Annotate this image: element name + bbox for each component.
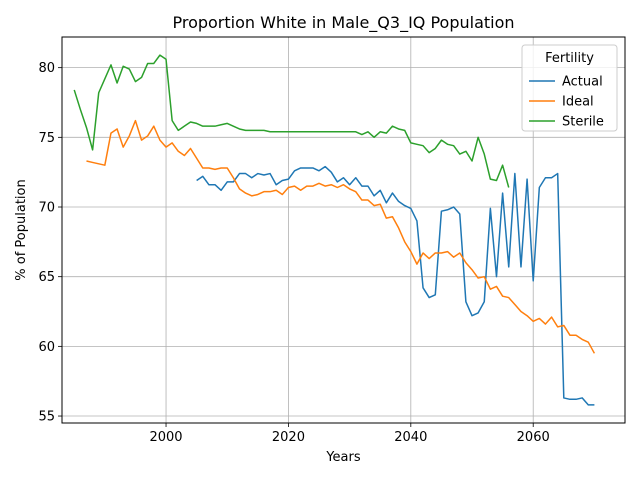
legend-label-actual: Actual: [562, 75, 603, 90]
x-tick-label: 2000: [149, 430, 182, 445]
y-tick-label: 60: [38, 340, 55, 355]
series-line-actual: [196, 165, 595, 406]
series-line-ideal: [86, 119, 596, 354]
y-axis-label: % of Population: [14, 179, 29, 280]
x-axis-label: Years: [325, 450, 361, 465]
plot-frame: [61, 36, 626, 424]
legend-label-ideal: Ideal: [562, 95, 594, 110]
x-tick-label: 2020: [272, 430, 305, 445]
chart-title: Proportion White in Male_Q3_IQ Populatio…: [172, 13, 514, 33]
axis-ticks: 2000 2020 2040 2060 55 60 65 70 75 80: [38, 61, 549, 445]
legend-label-sterile: Sterile: [562, 115, 604, 130]
series-lines: [73, 54, 596, 406]
series-line-sterile: [73, 54, 510, 188]
y-tick-label: 75: [38, 131, 55, 146]
legend-box: [521, 44, 618, 132]
y-tick-label: 65: [38, 270, 55, 285]
x-tick-label: 2060: [517, 430, 550, 445]
y-tick-label: 55: [38, 410, 55, 425]
legend: Fertility Actual Ideal Sterile: [521, 44, 618, 132]
legend-title: Fertility: [545, 51, 594, 66]
y-tick-label: 80: [38, 61, 55, 76]
y-tick-label: 70: [38, 201, 55, 216]
x-tick-label: 2040: [394, 430, 427, 445]
